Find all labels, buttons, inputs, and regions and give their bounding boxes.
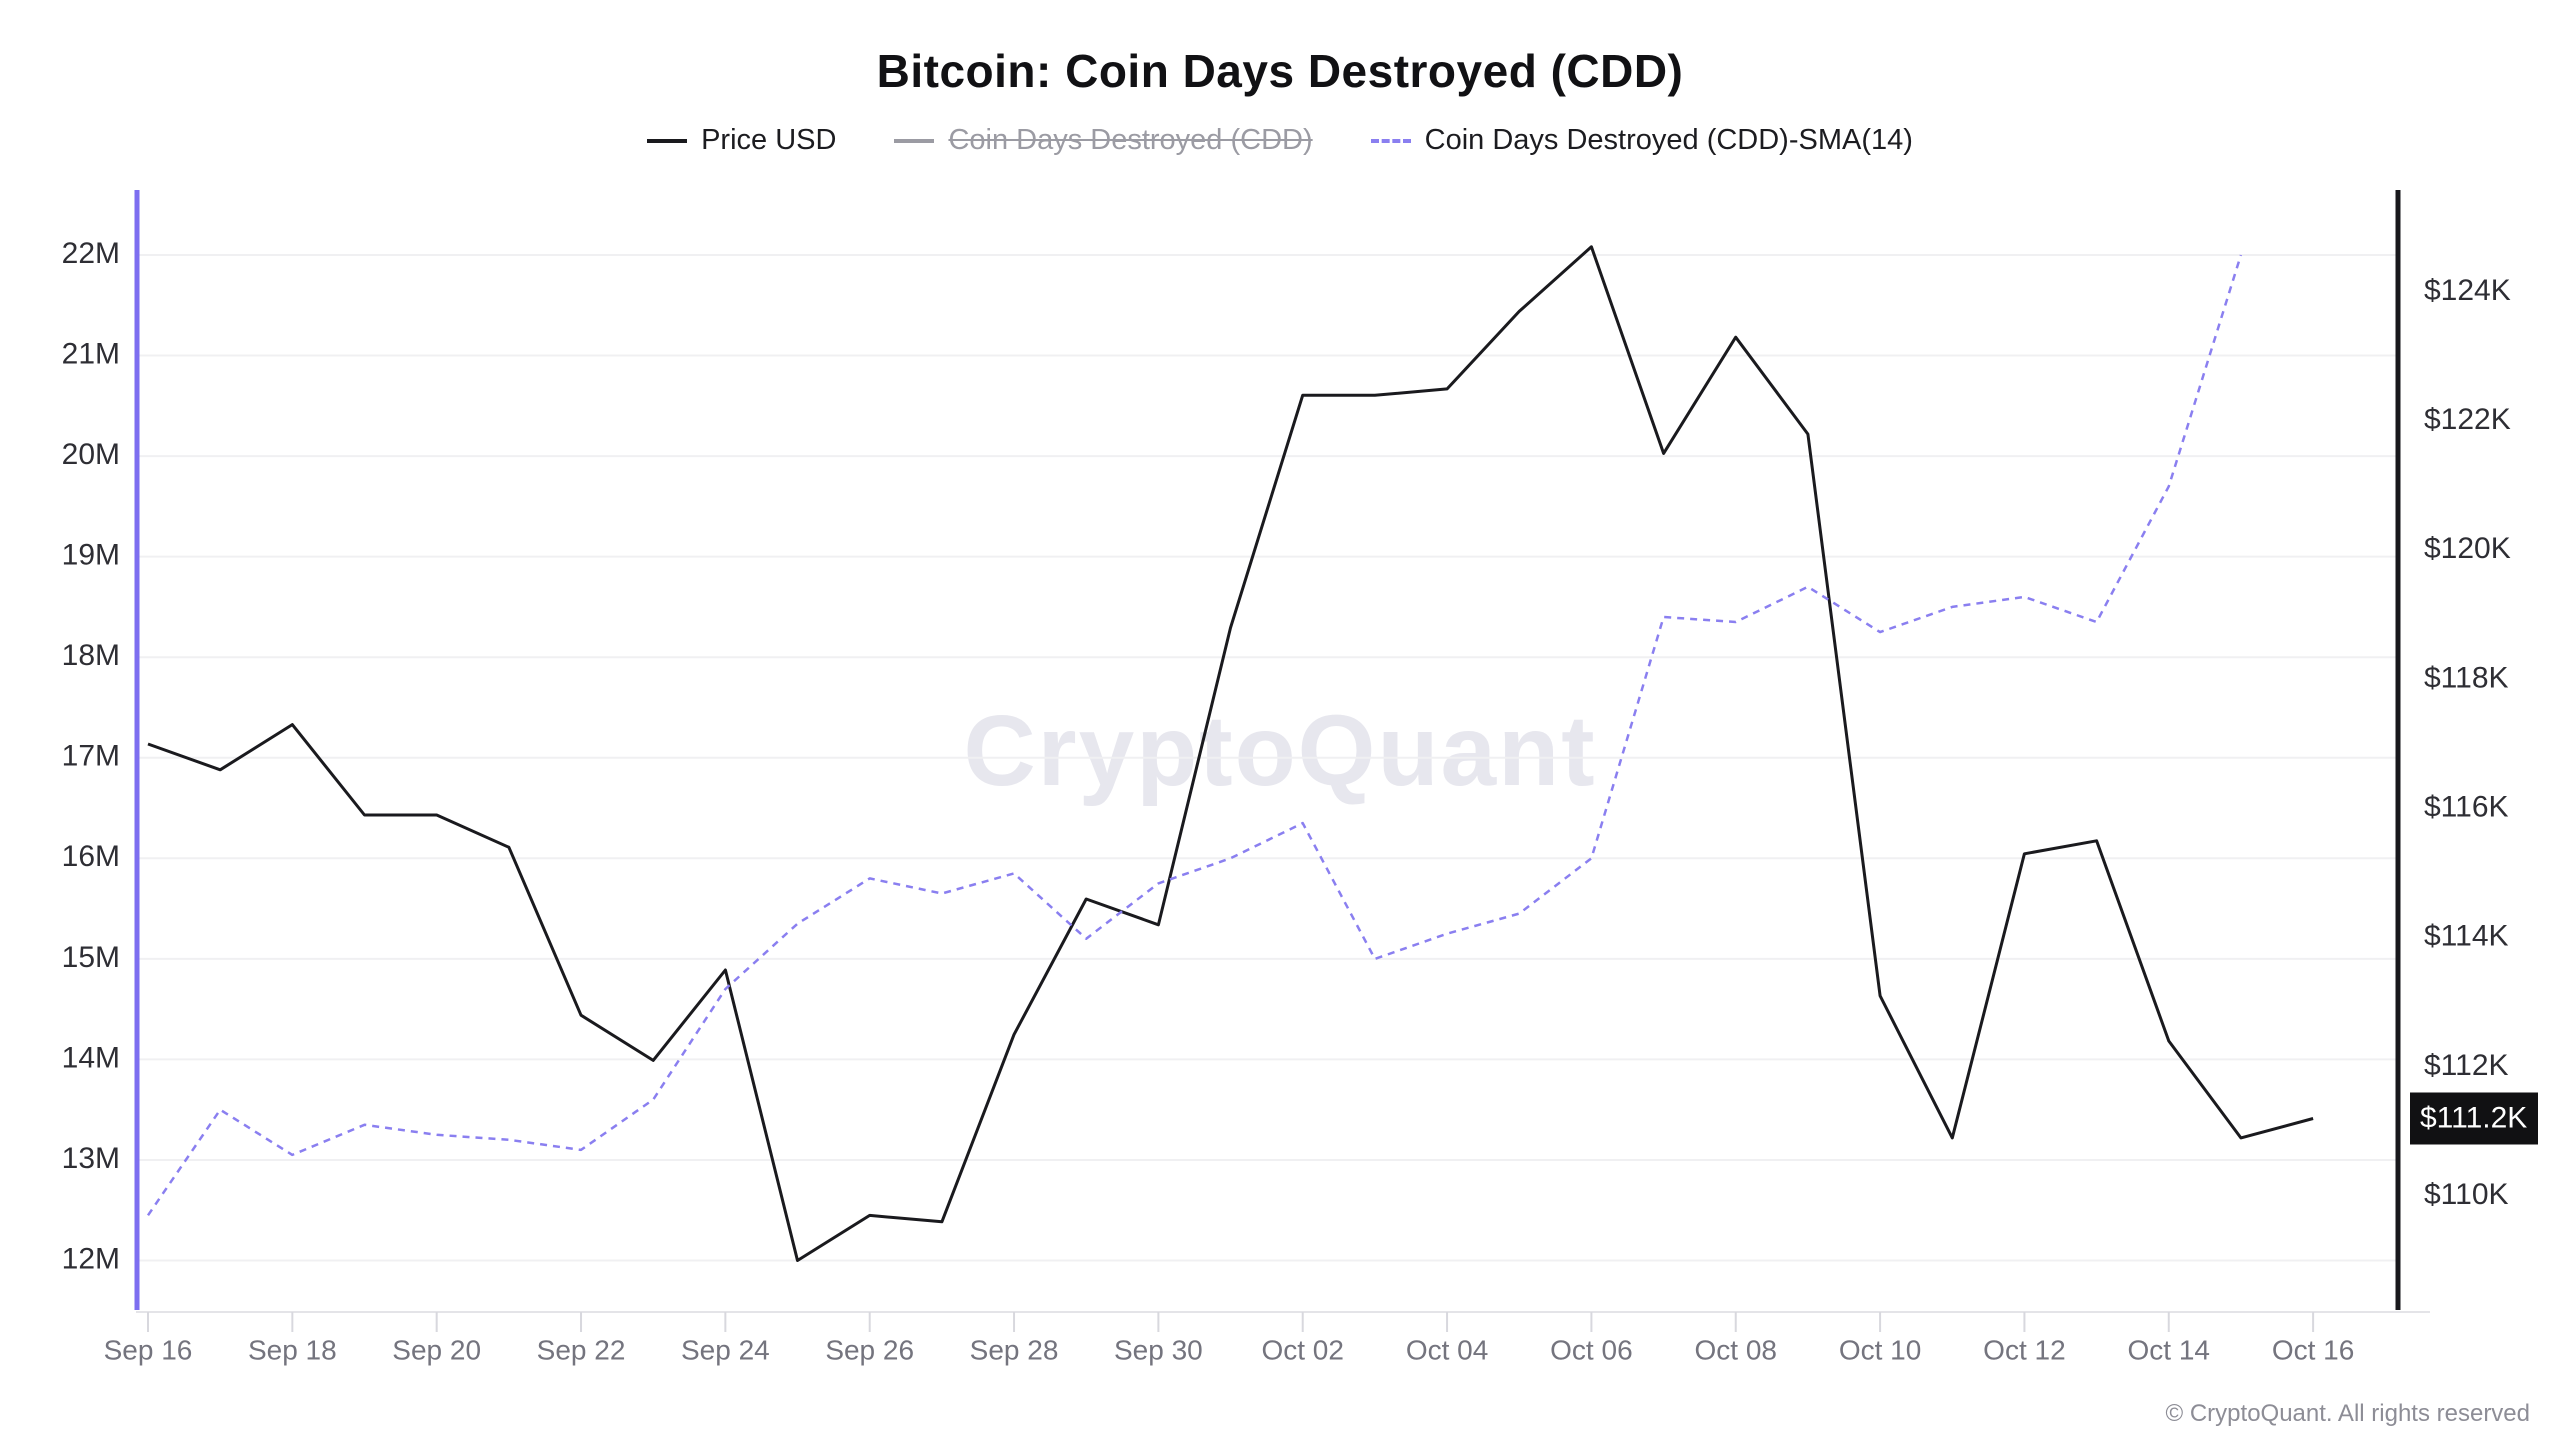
left-axis-tick-label: 17M (62, 740, 120, 773)
last-price-badge-label: $111.2K (2420, 1101, 2527, 1134)
left-axis-tick-label: 15M (62, 941, 120, 974)
left-axis-tick-label: 12M (62, 1242, 120, 1275)
x-axis-tick-label: Sep 26 (825, 1334, 914, 1365)
cdd-line-swatch-icon (894, 138, 935, 143)
legend-label: Coin Days Destroyed (CDD)-SMA(14) (1424, 124, 1913, 156)
right-axis-tick-label: $114K (2424, 920, 2509, 953)
left-axis-tick-label: 20M (62, 438, 120, 471)
legend-item-price-usd[interactable]: Price USD (647, 124, 836, 157)
legend-label: Price USD (701, 124, 837, 156)
right-axis-tick-label: $112K (2424, 1049, 2509, 1082)
legend-label: Coin Days Destroyed (CDD) (948, 124, 1313, 156)
copyright-text: © CryptoQuant. All rights reserved (2165, 1400, 2531, 1427)
chart-header: Bitcoin: Coin Days Destroyed (CDD) Price… (0, 0, 2560, 157)
left-axis-tick-label: 18M (62, 639, 120, 672)
x-axis-tick-label: Oct 12 (1983, 1334, 2065, 1365)
right-axis-tick-label: $110K (2424, 1178, 2509, 1211)
x-axis-tick-label: Oct 14 (2128, 1334, 2210, 1365)
legend-item-cdd[interactable]: Coin Days Destroyed (CDD) (894, 124, 1313, 157)
left-axis-tick-label: 22M (62, 237, 120, 270)
left-axis-tick-label: 21M (62, 337, 120, 370)
x-axis-tick-label: Sep 30 (1114, 1334, 1203, 1365)
left-axis-tick-label: 19M (62, 539, 120, 572)
price-line-swatch-icon (647, 138, 688, 143)
x-axis-tick-label: Sep 24 (681, 1334, 770, 1365)
right-axis-tick-label: $116K (2424, 790, 2509, 823)
x-axis-tick-label: Oct 02 (1261, 1334, 1343, 1365)
x-axis-tick-label: Sep 20 (392, 1334, 481, 1365)
x-axis-tick-label: Oct 08 (1694, 1334, 1776, 1365)
left-axis-tick-label: 13M (62, 1142, 120, 1175)
legend: Price USD Coin Days Destroyed (CDD) Coin… (0, 124, 2560, 157)
last-price-badge (2410, 1092, 2538, 1145)
right-axis-tick-label: $122K (2424, 403, 2511, 436)
cryptoquant-watermark: CryptoQuant (963, 695, 1597, 807)
left-axis-tick-label: 14M (62, 1041, 120, 1074)
chart-title: Bitcoin: Coin Days Destroyed (CDD) (876, 45, 1684, 97)
right-axis-tick-label: $124K (2424, 274, 2511, 307)
right-axis-tick-label: $118K (2424, 661, 2509, 694)
cdd-sma-line-swatch-icon (1370, 138, 1411, 143)
left-axis-tick-label: 16M (62, 840, 120, 873)
x-axis-tick-label: Sep 28 (970, 1334, 1059, 1365)
x-axis-tick-label: Oct 04 (1406, 1334, 1488, 1365)
legend-item-cdd-sma[interactable]: Coin Days Destroyed (CDD)-SMA(14) (1370, 124, 1913, 157)
x-axis-tick-label: Sep 18 (248, 1334, 337, 1365)
x-axis-tick-label: Sep 22 (537, 1334, 626, 1365)
cdd-sma-line (146, 254, 2243, 1217)
x-axis-tick-label: Oct 06 (1550, 1334, 1632, 1365)
right-axis-tick-label: $120K (2424, 532, 2511, 565)
x-axis-tick-label: Oct 10 (1839, 1334, 1921, 1365)
x-axis-tick-label: Sep 16 (104, 1334, 193, 1365)
x-axis-tick-label: Oct 16 (2272, 1334, 2354, 1365)
price-usd-line (147, 245, 2314, 1262)
